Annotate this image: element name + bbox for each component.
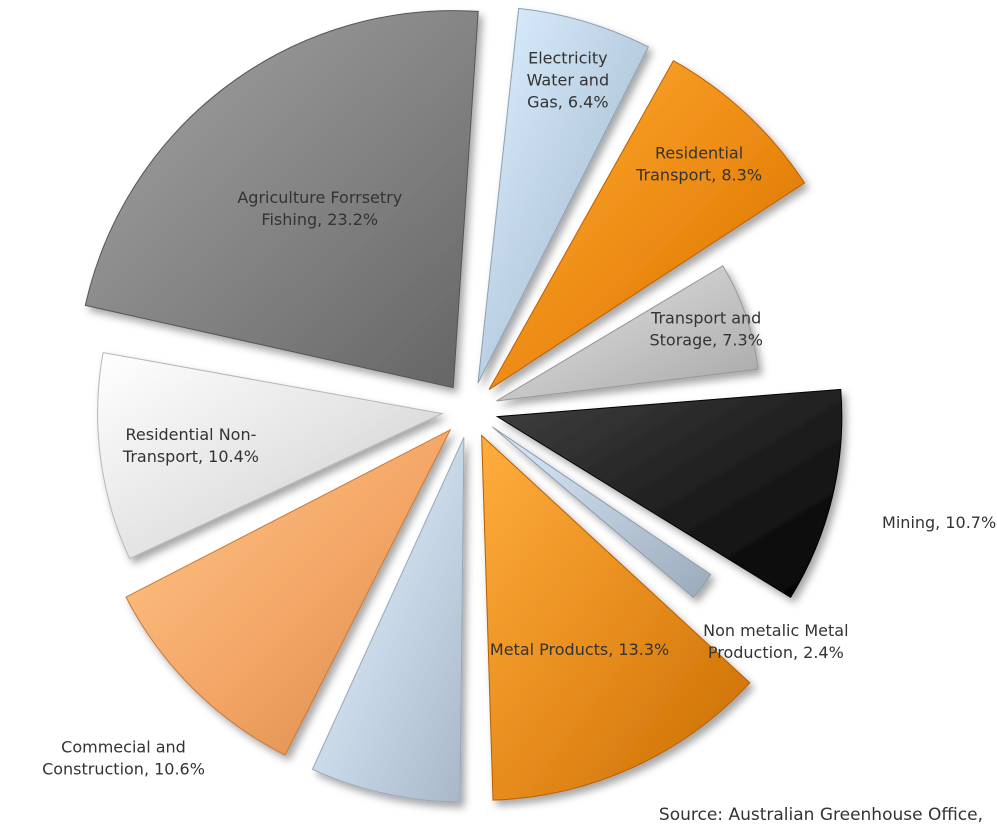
pie-slice-0 xyxy=(477,7,649,384)
pie-slice-2 xyxy=(496,265,759,402)
pie-slice-1 xyxy=(488,59,806,390)
slice-label-4: Non metalic Metal Production, 2.4% xyxy=(703,621,848,662)
slice-label-9: Agriculture Forrsetry Fishing, 23.2% xyxy=(237,188,402,229)
slice-label-5: Metal Products, 13.3% xyxy=(490,640,669,659)
pie-slice-6 xyxy=(311,437,465,803)
pie-slice-3 xyxy=(495,388,843,599)
slice-label-7: Commecial and Construction, 10.6% xyxy=(42,738,205,779)
slice-label-2: Transport and Storage, 7.3% xyxy=(649,308,762,349)
slice-label-1: Residential Transport, 8.3% xyxy=(635,143,762,184)
slice-label-3: Mining, 10.7% xyxy=(882,513,996,532)
pie-slice-7 xyxy=(125,428,452,756)
slice-label-8: Residential Non-Transport, 10.4% xyxy=(122,425,259,466)
source-note: Source: Australian Greenhouse Office, xyxy=(658,805,983,825)
pie-labels: Electricity Water and Gas, 6.4% Residential… xyxy=(42,48,996,779)
pie-slice-9 xyxy=(84,10,479,389)
pie-slices xyxy=(84,7,843,803)
pie-slice-5 xyxy=(481,434,751,801)
pie-slice-8 xyxy=(97,351,444,560)
slice-label-0: Electricity Water and Gas, 6.4% xyxy=(527,48,609,111)
pie-slice-4 xyxy=(491,426,712,599)
